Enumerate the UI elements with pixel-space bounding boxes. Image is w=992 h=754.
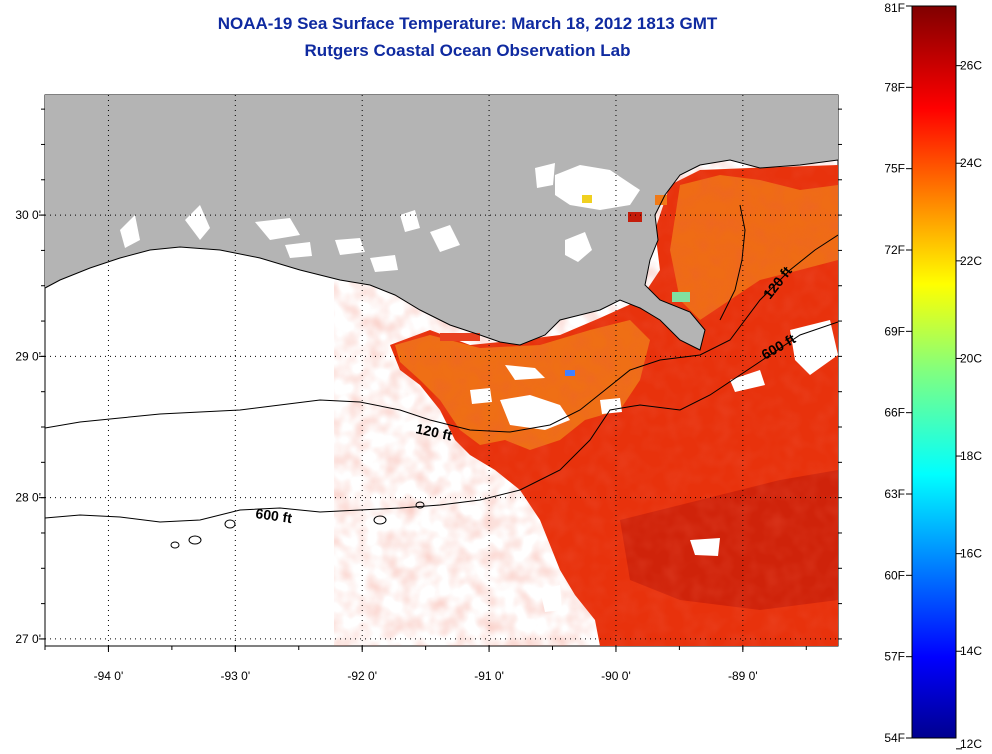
colorbar-f-label: 72F: [884, 243, 905, 257]
lon-tick-label: -92 0': [347, 669, 377, 683]
isobath-120ft-inner: [719, 204, 746, 321]
colorbar-c-label: 12C: [960, 737, 982, 751]
lon-tick-label: -89 0': [728, 669, 758, 683]
colorbar-f-label: 66F: [884, 406, 905, 420]
colorbar-c-label: 20C: [960, 351, 982, 365]
warm-patch: [440, 333, 480, 341]
lat-tick-label: 30 0': [15, 208, 41, 222]
isobath-120ft: [45, 234, 838, 433]
map-title: NOAA-19 Sea Surface Temperature: March 1…: [217, 14, 718, 33]
colorbar-f-label: 78F: [884, 80, 905, 94]
colorbar-f-label: 75F: [884, 162, 905, 176]
contour-label-120ft-west: 120 ft: [414, 420, 453, 443]
colorbar-c-label: 14C: [960, 644, 982, 658]
warm-patch: [655, 195, 667, 205]
colorbar-c-label: 18C: [960, 449, 982, 463]
map-axes: -94 0' -93 0' -92 0' -91 0' -90 0' -89 0' 30 0…: [15, 108, 842, 683]
graticule: [45, 95, 838, 646]
land: [45, 95, 838, 350]
colorbar-celsius-labels: 26C 24C 22C 20C 18C 16C 14C 12C: [956, 59, 982, 751]
colorbar-f-label: 54F: [884, 731, 905, 745]
map-subtitle: Rutgers Coastal Ocean Observation Lab: [304, 41, 631, 60]
colorbar-f-label: 60F: [884, 568, 905, 582]
warm-patch: [582, 195, 592, 203]
cool-patch: [565, 370, 575, 376]
colorbar-fahrenheit-labels: 81F 78F 75F 72F 69F 66F 63F 60F 57F 54F: [884, 1, 912, 745]
colorbar-c-label: 16C: [960, 547, 982, 561]
colorbar-f-label: 81F: [884, 1, 905, 15]
lon-tick-label: -90 0': [601, 669, 631, 683]
lon-tick-label: -93 0': [220, 669, 250, 683]
colorbar: [911, 5, 957, 739]
contour-label-600ft-west: 600 ft: [255, 505, 294, 526]
seamount-contours: [170, 501, 425, 549]
lat-tick-label: 27 0': [15, 632, 41, 646]
colorbar-f-label: 57F: [884, 650, 905, 664]
warm-patch: [628, 212, 642, 222]
coastline: [45, 159, 838, 351]
colorbar-c-label: 26C: [960, 59, 982, 73]
isobath-600ft: [45, 321, 838, 523]
cool-patch: [672, 292, 690, 302]
colorbar-c-label: 22C: [960, 254, 982, 268]
cloud-mask: [470, 320, 838, 612]
lon-tick-label: -91 0': [474, 669, 504, 683]
lon-tick-label: -94 0': [94, 669, 124, 683]
colorbar-f-label: 63F: [884, 487, 905, 501]
inland-water: [120, 163, 640, 272]
colorbar-c-label: 24C: [960, 156, 982, 170]
lat-tick-label: 29 0': [15, 349, 41, 363]
colorbar-f-label: 69F: [884, 324, 905, 338]
lat-tick-label: 28 0': [15, 491, 41, 505]
